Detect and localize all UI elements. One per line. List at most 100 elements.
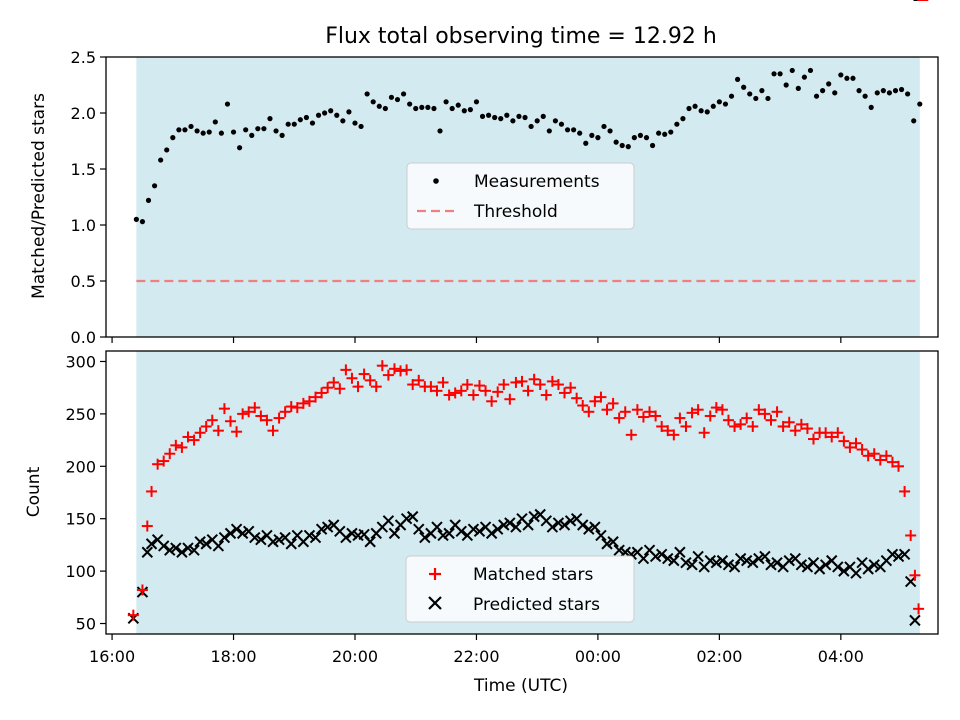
predicted-star-point	[680, 557, 692, 569]
predicted-star-point	[236, 527, 249, 540]
bottom-ytick-label: 100	[65, 562, 96, 581]
predicted-star-point	[564, 515, 577, 527]
matched-star-point	[662, 425, 674, 437]
measurement-point	[564, 127, 571, 133]
measurement-point	[346, 109, 352, 115]
matched-star-point	[656, 420, 668, 432]
bottom-ytick-label: 150	[65, 510, 96, 529]
measurement-point	[188, 123, 194, 130]
matched-star-point	[443, 389, 455, 401]
matched-star-point	[194, 427, 206, 439]
measurement-point	[170, 135, 176, 141]
legend-matched-marker	[429, 568, 441, 580]
matched-star-point	[899, 485, 911, 497]
measurement-point	[504, 112, 510, 118]
predicted-star-point	[267, 536, 279, 548]
matched-star-point	[668, 429, 680, 441]
measurement-point	[467, 107, 473, 113]
measurement-point	[388, 94, 395, 100]
predicted-star-point	[170, 542, 182, 554]
measurement-point	[668, 129, 674, 135]
predicted-star-point	[558, 519, 571, 531]
measurement-point	[844, 75, 850, 81]
predicted-star-point	[273, 533, 285, 546]
measurement-point	[461, 108, 467, 114]
measurement-point	[686, 105, 692, 112]
predicted-star-point	[649, 550, 662, 563]
measurement-point	[449, 105, 455, 112]
measurement-point	[850, 75, 856, 81]
predicted-star-point	[321, 521, 334, 533]
matched-star-point	[540, 389, 552, 401]
predicted-star-point	[862, 563, 874, 575]
measurement-point	[164, 147, 170, 153]
predicted-star-point	[783, 554, 795, 567]
predicted-star-point	[674, 546, 686, 558]
bottom-ytick-label: 300	[65, 352, 96, 371]
bottom-ytick-label: 250	[65, 405, 96, 424]
matched-star-point	[546, 375, 558, 387]
measurement-point	[145, 197, 152, 203]
predicted-star-point	[546, 521, 559, 533]
matched-star-point	[637, 411, 649, 423]
xtick-label: 04:00	[818, 647, 864, 666]
measurement-point	[528, 123, 534, 130]
measurement-point	[297, 117, 303, 123]
measurement-point	[759, 88, 765, 94]
matched-star-point	[880, 450, 892, 462]
predicted-star-point	[141, 546, 154, 558]
predicted-star-point	[285, 538, 297, 550]
bottom-ytick-label: 200	[65, 457, 96, 476]
matched-star-point	[765, 414, 777, 426]
measurement-point	[206, 129, 212, 135]
measurement-point	[674, 121, 680, 127]
measurement-point	[279, 132, 285, 138]
matched-star-point	[243, 406, 255, 418]
measurement-point	[868, 104, 874, 110]
matched-star-point	[698, 427, 710, 439]
measurement-point	[261, 126, 267, 132]
matched-star-point	[431, 385, 443, 397]
measurement-point	[370, 99, 376, 105]
predicted-star-point	[164, 544, 176, 556]
predicted-star-point	[419, 531, 431, 544]
measurement-point	[777, 71, 783, 77]
measurement-point	[139, 219, 146, 225]
matched-star-point	[886, 456, 898, 468]
matched-star-point	[480, 385, 492, 397]
matched-star-point	[747, 420, 759, 432]
measurement-point	[176, 127, 182, 133]
measurement-point	[479, 113, 486, 119]
matched-star-point	[893, 460, 905, 472]
predicted-star-point	[753, 552, 765, 565]
measurement-point	[552, 118, 559, 124]
matched-star-point	[158, 455, 170, 467]
matched-star-point	[334, 383, 346, 395]
top-ytick-label: 1.0	[71, 216, 96, 235]
predicted-stars-points	[127, 0, 928, 627]
bottom-y-axis-ticks: 50 100 150 200 250 300	[65, 352, 106, 634]
measurement-point	[753, 95, 759, 102]
bottom-plot-frame	[105, 350, 939, 635]
top-ytick-label: 1.5	[71, 160, 96, 179]
measurement-point	[273, 128, 279, 134]
measurement-point	[322, 110, 328, 116]
matched-star-point	[808, 433, 820, 445]
predicted-star-point	[740, 554, 753, 567]
xtick-label: 16:00	[89, 647, 135, 666]
matched-star-point	[352, 381, 364, 393]
measurement-point	[583, 140, 589, 146]
predicted-star-point	[813, 563, 826, 575]
predicted-star-point	[431, 521, 443, 533]
matched-star-point	[467, 389, 479, 401]
measurement-point	[352, 120, 358, 126]
matched-star-point	[237, 408, 249, 420]
top-x-axis-ticks	[111, 337, 842, 343]
matched-star-point	[449, 387, 461, 399]
chart-title: Flux total observing time = 12.92 h	[325, 24, 717, 49]
predicted-star-point	[382, 515, 395, 527]
measurement-point	[315, 112, 322, 118]
xtick-label: 00:00	[575, 647, 621, 666]
matched-star-point	[212, 425, 224, 437]
matched-star-point	[492, 386, 504, 398]
